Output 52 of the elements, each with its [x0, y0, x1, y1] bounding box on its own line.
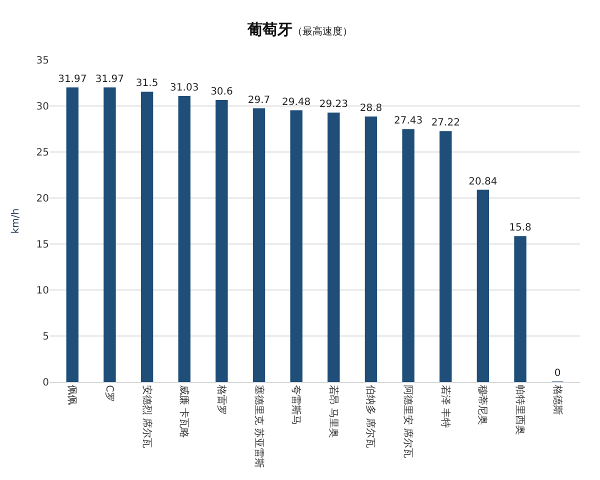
y-tick-label: 5	[42, 332, 49, 342]
x-tick-label: 安德烈 席尔瓦	[140, 385, 153, 448]
bar	[440, 131, 452, 382]
data-label: 0	[554, 368, 561, 379]
x-tick-label: 帕特里西奥	[514, 385, 526, 435]
data-label: 15.8	[509, 222, 532, 234]
data-label: 30.6	[210, 86, 233, 98]
data-label: 27.43	[394, 116, 423, 127]
bar	[476, 190, 490, 382]
bar	[178, 96, 190, 382]
data-label: 29.7	[248, 94, 270, 106]
y-tick-label: 30	[36, 102, 49, 112]
y-tick-label: 15	[36, 240, 49, 250]
bar	[140, 92, 154, 382]
bar	[364, 116, 378, 382]
y-axis-title: km/h	[10, 208, 22, 234]
data-label: 27.22	[431, 118, 460, 129]
y-tick-label: 20	[36, 194, 49, 204]
bar	[66, 87, 78, 382]
y-tick-label: 0	[42, 378, 49, 388]
x-tick-label: 穆蒂尼奥	[476, 385, 489, 425]
x-tick-label: 格德斯	[551, 384, 564, 415]
x-tick-label: 若泽 丰特	[439, 385, 452, 428]
x-tick-label: 佩佩	[66, 385, 78, 405]
y-tick-label: 10	[36, 286, 49, 296]
bar	[328, 112, 340, 382]
data-label: 31.5	[136, 78, 158, 90]
x-tick-label: 伯纳多 席尔瓦	[364, 385, 377, 448]
bar	[252, 108, 266, 382]
chart-subtitle: （最高速度）	[292, 26, 352, 38]
x-tick-label: 威廉 卡瓦略	[178, 385, 190, 438]
chart-title: 葡萄牙	[246, 20, 292, 38]
data-label: 31.97	[58, 74, 87, 85]
bar	[290, 110, 302, 382]
data-label: 20.84	[468, 176, 498, 188]
x-tick-label: 塞德里克 苏亚雷斯	[252, 385, 265, 468]
x-tick-label: 阿德里安 席尔瓦	[402, 385, 414, 458]
data-label: 31.97	[95, 74, 124, 85]
data-label: 31.03	[170, 82, 199, 94]
data-label: 29.23	[319, 99, 348, 110]
bar	[216, 100, 228, 382]
data-label: 28.8	[360, 103, 382, 114]
y-tick-label: 35	[36, 56, 49, 66]
bar	[514, 236, 526, 382]
bar	[402, 129, 414, 382]
data-label: 29.48	[282, 96, 311, 108]
x-tick-label: 若昂 马里奥	[327, 385, 340, 438]
x-tick-label: C罗	[103, 385, 114, 402]
x-tick-label: 夸雷斯马	[290, 385, 302, 425]
x-tick-label: 格雷罗	[215, 384, 228, 415]
y-tick-label: 25	[36, 148, 49, 158]
bar	[104, 87, 116, 382]
